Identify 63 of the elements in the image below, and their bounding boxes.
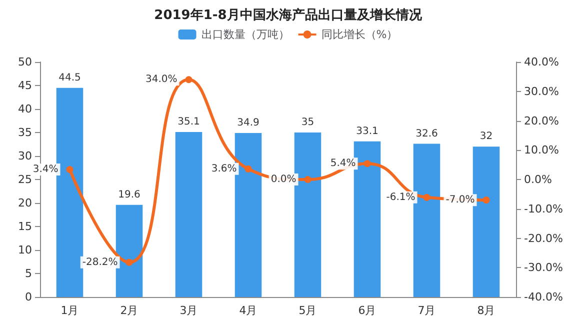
y2-tick-label: -10.0%: [524, 202, 563, 216]
point: [304, 176, 312, 183]
data-label: -7.0%: [446, 194, 475, 206]
data-label: 34.9: [237, 117, 260, 128]
y2-tick-label: 0.0%: [524, 173, 552, 186]
y-tick-label: 35: [18, 126, 32, 139]
bar: [472, 146, 500, 297]
y2-tick-label: 20.0%: [524, 114, 559, 128]
data-label: 3.6%: [211, 163, 237, 174]
point: [66, 166, 74, 174]
data-label: 44.5: [58, 72, 81, 84]
y2-tick-label: -20.0%: [524, 232, 563, 245]
y2-tick-label: 40.0%: [524, 56, 559, 68]
point: [423, 194, 430, 201]
x-tick-label: 2月: [120, 304, 138, 317]
point: [364, 160, 371, 168]
data-label: 34.0%: [145, 74, 178, 86]
y-tick-label: 0: [25, 290, 32, 304]
data-label: 35: [301, 117, 314, 128]
bar: [294, 132, 322, 297]
x-tick-label: 5月: [298, 304, 317, 317]
y2-tick-label: -40.0%: [524, 290, 563, 304]
legend-label: 同比增长（%）: [321, 28, 398, 41]
point: [126, 258, 133, 266]
y-tick-label: 20: [18, 196, 32, 210]
x-tick-label: 4月: [239, 304, 258, 317]
y-tick-label: 45: [18, 79, 32, 92]
bar: [234, 132, 262, 297]
data-label: 3.4%: [32, 164, 58, 176]
y2-tick-label: 10.0%: [524, 144, 559, 157]
data-label: 32.6: [416, 128, 438, 140]
x-tick-label: 6月: [358, 304, 376, 317]
chart-title: 2019年1-8月中国水海产品出口量及增长情况: [154, 7, 423, 23]
y-tick-label: 40: [18, 102, 32, 116]
y-tick-label: 15: [18, 220, 32, 233]
y-tick-label: 5: [25, 267, 32, 280]
y-tick-label: 25: [18, 173, 32, 186]
data-label: 35.1: [178, 116, 200, 128]
x-tick-label: 1月: [60, 304, 79, 317]
data-label: 32: [480, 131, 493, 142]
x-tick-label: 8月: [477, 304, 496, 317]
bar: [56, 88, 84, 297]
x-tick-label: 3月: [180, 304, 198, 317]
bar: [413, 144, 440, 297]
data-label: 0.0%: [270, 174, 296, 185]
legend-label: 出口数量（万吨）: [201, 28, 290, 41]
data-label: 33.1: [356, 126, 378, 137]
bar: [116, 204, 143, 297]
bar: [175, 132, 202, 297]
point: [244, 165, 252, 172]
data-label: 5.4%: [330, 158, 356, 170]
y-tick-label: 10: [18, 244, 32, 256]
y2-tick-label: -30.0%: [524, 261, 563, 274]
x-tick-label: 7月: [418, 304, 436, 317]
data-label: 19.6: [118, 189, 140, 200]
y-tick-label: 50: [18, 56, 32, 68]
point: [185, 76, 192, 84]
data-label: -6.1%: [386, 192, 416, 203]
bar: [354, 141, 381, 297]
point: [482, 196, 490, 204]
data-label: -28.2%: [82, 256, 118, 268]
y-tick-label: 30: [18, 150, 32, 162]
y2-tick-label: 30.0%: [524, 84, 559, 98]
